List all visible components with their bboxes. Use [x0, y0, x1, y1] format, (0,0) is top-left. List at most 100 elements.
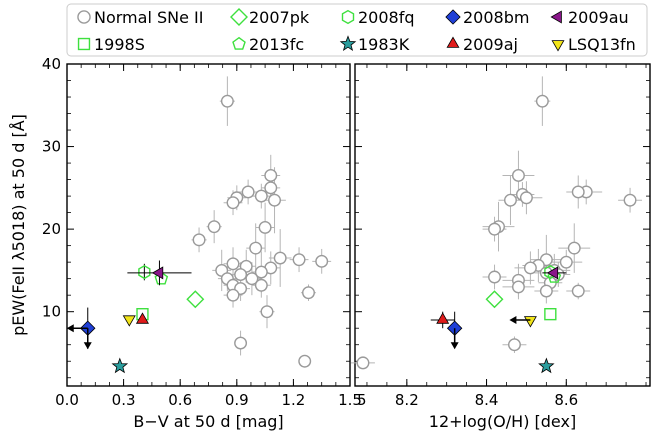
data-point: [302, 286, 315, 300]
left-xtick-label: 0.6: [168, 391, 192, 409]
data-point: [260, 305, 274, 319]
legend: Normal SNe II 2007pk 2008fq 2008bm 2009au 199…: [66, 3, 648, 57]
legend-marker-lsq13fn: [551, 40, 565, 52]
right-series-2009au: [542, 266, 567, 280]
data-point: [264, 181, 278, 195]
legend-marker-1998s: [77, 37, 91, 51]
legend-item-1983k: 1983K: [339, 35, 410, 54]
data-point: [488, 222, 501, 236]
data-point: [523, 316, 537, 328]
data-point: [154, 271, 169, 285]
legend-marker-normal-sne-ii: [77, 10, 91, 24]
legend-item-2013fc: 2013fc: [232, 35, 304, 54]
legend-label: 2008fq: [358, 8, 415, 27]
data-point: [547, 269, 562, 283]
legend-item-2008bm: 2008bm: [445, 8, 529, 27]
data-point: [207, 220, 221, 234]
data-point: [135, 312, 149, 324]
data-point: [186, 290, 205, 309]
data-point: [138, 264, 151, 280]
left-xtick-label: 1.5: [338, 391, 362, 409]
data-point: [122, 315, 136, 327]
right-series-1983k: [538, 357, 555, 374]
legend-label: 2007pk: [249, 8, 310, 27]
data-point: [511, 280, 525, 294]
data-point: [234, 336, 248, 350]
legend-marker-2008fq: [341, 9, 355, 25]
legend-label: 2008bm: [463, 8, 529, 27]
data-point: [245, 272, 259, 286]
right-x-axis-label: 12+log(O/H) [dex]: [429, 412, 576, 431]
right-series-1998s: [544, 308, 557, 321]
left-xtick-label: 0.3: [112, 391, 136, 409]
legend-label: 2009aj: [463, 35, 518, 54]
legend-marker-2007pk: [230, 8, 248, 26]
right-limit-arrow-down-head: [450, 342, 459, 350]
legend-marker-2009au: [550, 10, 562, 24]
data-point: [485, 290, 504, 309]
legend-marker-2008bm: [445, 9, 461, 25]
data-point: [571, 185, 585, 199]
data-point: [241, 185, 255, 199]
left-series-2009au: [127, 260, 192, 286]
left-xtick-label: 1.2: [281, 391, 305, 409]
data-point: [567, 241, 581, 255]
data-point: [538, 357, 555, 374]
legend-item-lsq13fn: LSQ13fn: [551, 35, 636, 54]
data-point: [507, 338, 521, 352]
data-point: [504, 193, 517, 207]
legend-item-2009au: 2009au: [550, 8, 629, 27]
data-point: [539, 284, 553, 298]
left-series-2013fc: [154, 271, 169, 285]
data-point: [519, 191, 533, 205]
right-series-lsq13fn: [523, 316, 537, 328]
data-point: [436, 312, 450, 324]
left-limit-arrow-down-head: [83, 342, 92, 350]
data-point: [151, 266, 164, 280]
legend-label: 1998S: [94, 35, 145, 54]
data-point: [249, 241, 263, 255]
data-point: [488, 270, 501, 284]
data-point: [220, 94, 234, 108]
left-series-2008fq: [138, 263, 151, 281]
right-limit-arrow-left-head: [509, 315, 517, 324]
data-point: [254, 189, 268, 203]
right-axes-frame: [354, 63, 651, 387]
legend-label: 1983K: [358, 35, 410, 54]
left-ytick-label: 40: [42, 55, 61, 73]
data-point: [356, 356, 370, 370]
data-point: [273, 251, 287, 265]
data-point: [315, 254, 329, 268]
data-point: [298, 354, 312, 368]
data-point: [544, 308, 557, 321]
right-xtick-label: 8.6: [554, 391, 578, 409]
legend-item-2008fq: 2008fq: [341, 8, 415, 27]
data-point: [535, 94, 549, 108]
left-xtick-label: 0.0: [55, 391, 79, 409]
legend-label: 2009au: [568, 8, 629, 27]
data-point: [226, 196, 240, 210]
legend-label: Normal SNe II: [94, 8, 203, 27]
data-point: [264, 169, 278, 182]
legend-item-2009aj: 2009aj: [446, 35, 518, 54]
left-x-axis-label: B−V at 50 d [mag]: [133, 412, 283, 431]
right-series-2007pk: [485, 290, 504, 309]
legend-marker-2009aj: [446, 36, 460, 48]
right-xtick-label: 8.2: [395, 391, 419, 409]
legend-marker-1983k: [339, 35, 357, 52]
data-point: [623, 193, 637, 207]
right-xtick-label-extra: 5: [357, 391, 367, 409]
data-point: [234, 268, 248, 281]
legend-marker-2013fc: [232, 36, 246, 50]
data-point: [559, 255, 573, 269]
left-series-1983k: [111, 357, 129, 374]
left-limit-arrow-left-head: [66, 324, 74, 333]
data-point: [226, 288, 240, 302]
left-panel: 0.0 0.3 0.6 0.9 1.2 1.5 10 20 30 40 B−V at 50 d [m…: [9, 55, 362, 431]
data-point: [258, 221, 272, 234]
right-series-normal-sne-ii: [351, 76, 643, 370]
legend-label: LSQ13fn: [568, 35, 636, 54]
left-ytick-label: 10: [42, 303, 61, 321]
data-point: [571, 284, 585, 298]
